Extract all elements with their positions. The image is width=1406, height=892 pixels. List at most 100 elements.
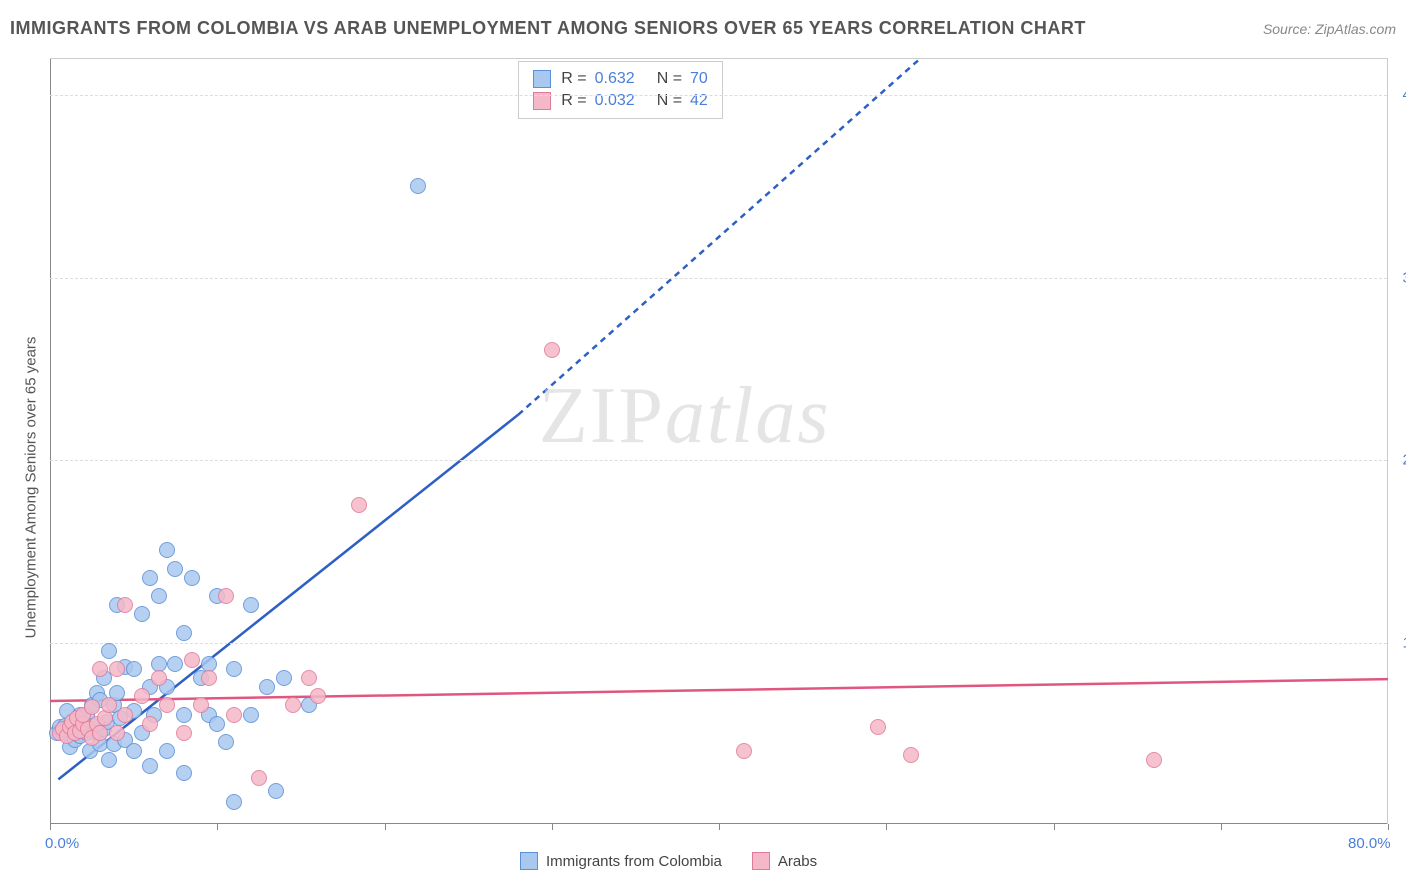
marker-colombia [101, 752, 117, 768]
marker-arabs [184, 652, 200, 668]
marker-arabs [109, 725, 125, 741]
marker-arabs [151, 670, 167, 686]
source-prefix: Source: [1263, 21, 1315, 37]
marker-colombia [226, 794, 242, 810]
marker-arabs [134, 688, 150, 704]
y-tick-label: 40.0% [1402, 87, 1406, 104]
marker-colombia [209, 716, 225, 732]
marker-arabs [310, 688, 326, 704]
marker-arabs [101, 697, 117, 713]
marker-arabs [117, 707, 133, 723]
swatch-colombia [520, 852, 538, 870]
source-name: ZipAtlas.com [1315, 21, 1396, 37]
marker-arabs [117, 597, 133, 613]
x-tick-mark [1221, 824, 1222, 830]
marker-arabs [159, 697, 175, 713]
gridline-h [50, 95, 1387, 96]
plot-area: ZIPatlas R =0.632N =70R =0.032N =42 10.0… [50, 58, 1388, 824]
marker-arabs [218, 588, 234, 604]
marker-colombia [134, 606, 150, 622]
marker-arabs [142, 716, 158, 732]
correlation-legend-row: R = 0.632 N = 70 [533, 68, 708, 90]
marker-arabs [903, 747, 919, 763]
marker-arabs [251, 770, 267, 786]
watermark-zip: ZIP [539, 372, 665, 460]
marker-colombia [201, 656, 217, 672]
marker-colombia [226, 661, 242, 677]
legend-item-colombia: Immigrants from Colombia [520, 852, 722, 870]
marker-arabs [285, 697, 301, 713]
marker-colombia [176, 625, 192, 641]
swatch-arabs [752, 852, 770, 870]
legend-item-arabs: Arabs [752, 852, 817, 870]
marker-colombia [243, 597, 259, 613]
marker-colombia [151, 656, 167, 672]
marker-colombia [167, 561, 183, 577]
marker-colombia [126, 661, 142, 677]
gridline-h [50, 460, 1387, 461]
gridline-h [50, 278, 1387, 279]
n-label: N = [657, 70, 682, 88]
marker-arabs [870, 719, 886, 735]
marker-arabs [193, 697, 209, 713]
marker-colombia [159, 542, 175, 558]
marker-colombia [167, 656, 183, 672]
marker-colombia [151, 588, 167, 604]
y-axis [50, 59, 51, 824]
legend-swatch [533, 70, 551, 88]
x-tick-mark [719, 824, 720, 830]
marker-colombia [276, 670, 292, 686]
marker-arabs [109, 661, 125, 677]
marker-colombia [410, 178, 426, 194]
marker-colombia [142, 758, 158, 774]
marker-arabs [176, 725, 192, 741]
x-tick-mark [886, 824, 887, 830]
x-tick-mark [552, 824, 553, 830]
marker-colombia [259, 679, 275, 695]
watermark: ZIPatlas [539, 371, 831, 462]
marker-arabs [544, 342, 560, 358]
marker-arabs [84, 699, 100, 715]
series-legend: Immigrants from Colombia Arabs [520, 852, 817, 870]
marker-arabs [736, 743, 752, 759]
source-attribution: Source: ZipAtlas.com [1263, 21, 1396, 37]
chart-header: IMMIGRANTS FROM COLOMBIA VS ARAB UNEMPLO… [10, 18, 1396, 39]
marker-arabs [226, 707, 242, 723]
marker-arabs [1146, 752, 1162, 768]
r-label: R = [561, 70, 586, 88]
marker-arabs [201, 670, 217, 686]
x-tick-mark [50, 824, 51, 830]
y-axis-title: Unemployment Among Seniors over 65 years [22, 337, 39, 639]
chart-title: IMMIGRANTS FROM COLOMBIA VS ARAB UNEMPLO… [10, 18, 1086, 39]
marker-colombia [218, 734, 234, 750]
correlation-legend: R = 0.632 N = 70 R =0.032N =42 [518, 61, 723, 119]
watermark-atlas: atlas [665, 372, 831, 460]
x-tick-mark [217, 824, 218, 830]
marker-colombia [176, 765, 192, 781]
marker-colombia [142, 570, 158, 586]
n-value: 70 [690, 70, 708, 88]
gridline-h [50, 643, 1387, 644]
marker-colombia [159, 743, 175, 759]
marker-colombia [184, 570, 200, 586]
y-tick-label: 20.0% [1402, 452, 1406, 469]
marker-arabs [92, 725, 108, 741]
x-tick-mark [1388, 824, 1389, 830]
correlation-legend-row: R =0.032N =42 [533, 90, 708, 112]
marker-colombia [176, 707, 192, 723]
legend-label-colombia: Immigrants from Colombia [546, 853, 722, 870]
x-tick-mark [1054, 824, 1055, 830]
marker-colombia [101, 643, 117, 659]
x-tick-label: 0.0% [45, 835, 79, 852]
marker-arabs [351, 497, 367, 513]
y-tick-label: 10.0% [1402, 634, 1406, 651]
marker-arabs [301, 670, 317, 686]
r-value: 0.632 [595, 70, 635, 88]
marker-colombia [268, 783, 284, 799]
x-tick-label: 80.0% [1348, 835, 1392, 852]
y-tick-label: 30.0% [1402, 269, 1406, 286]
x-tick-mark [385, 824, 386, 830]
marker-colombia [243, 707, 259, 723]
legend-label-arabs: Arabs [778, 853, 817, 870]
marker-colombia [126, 743, 142, 759]
